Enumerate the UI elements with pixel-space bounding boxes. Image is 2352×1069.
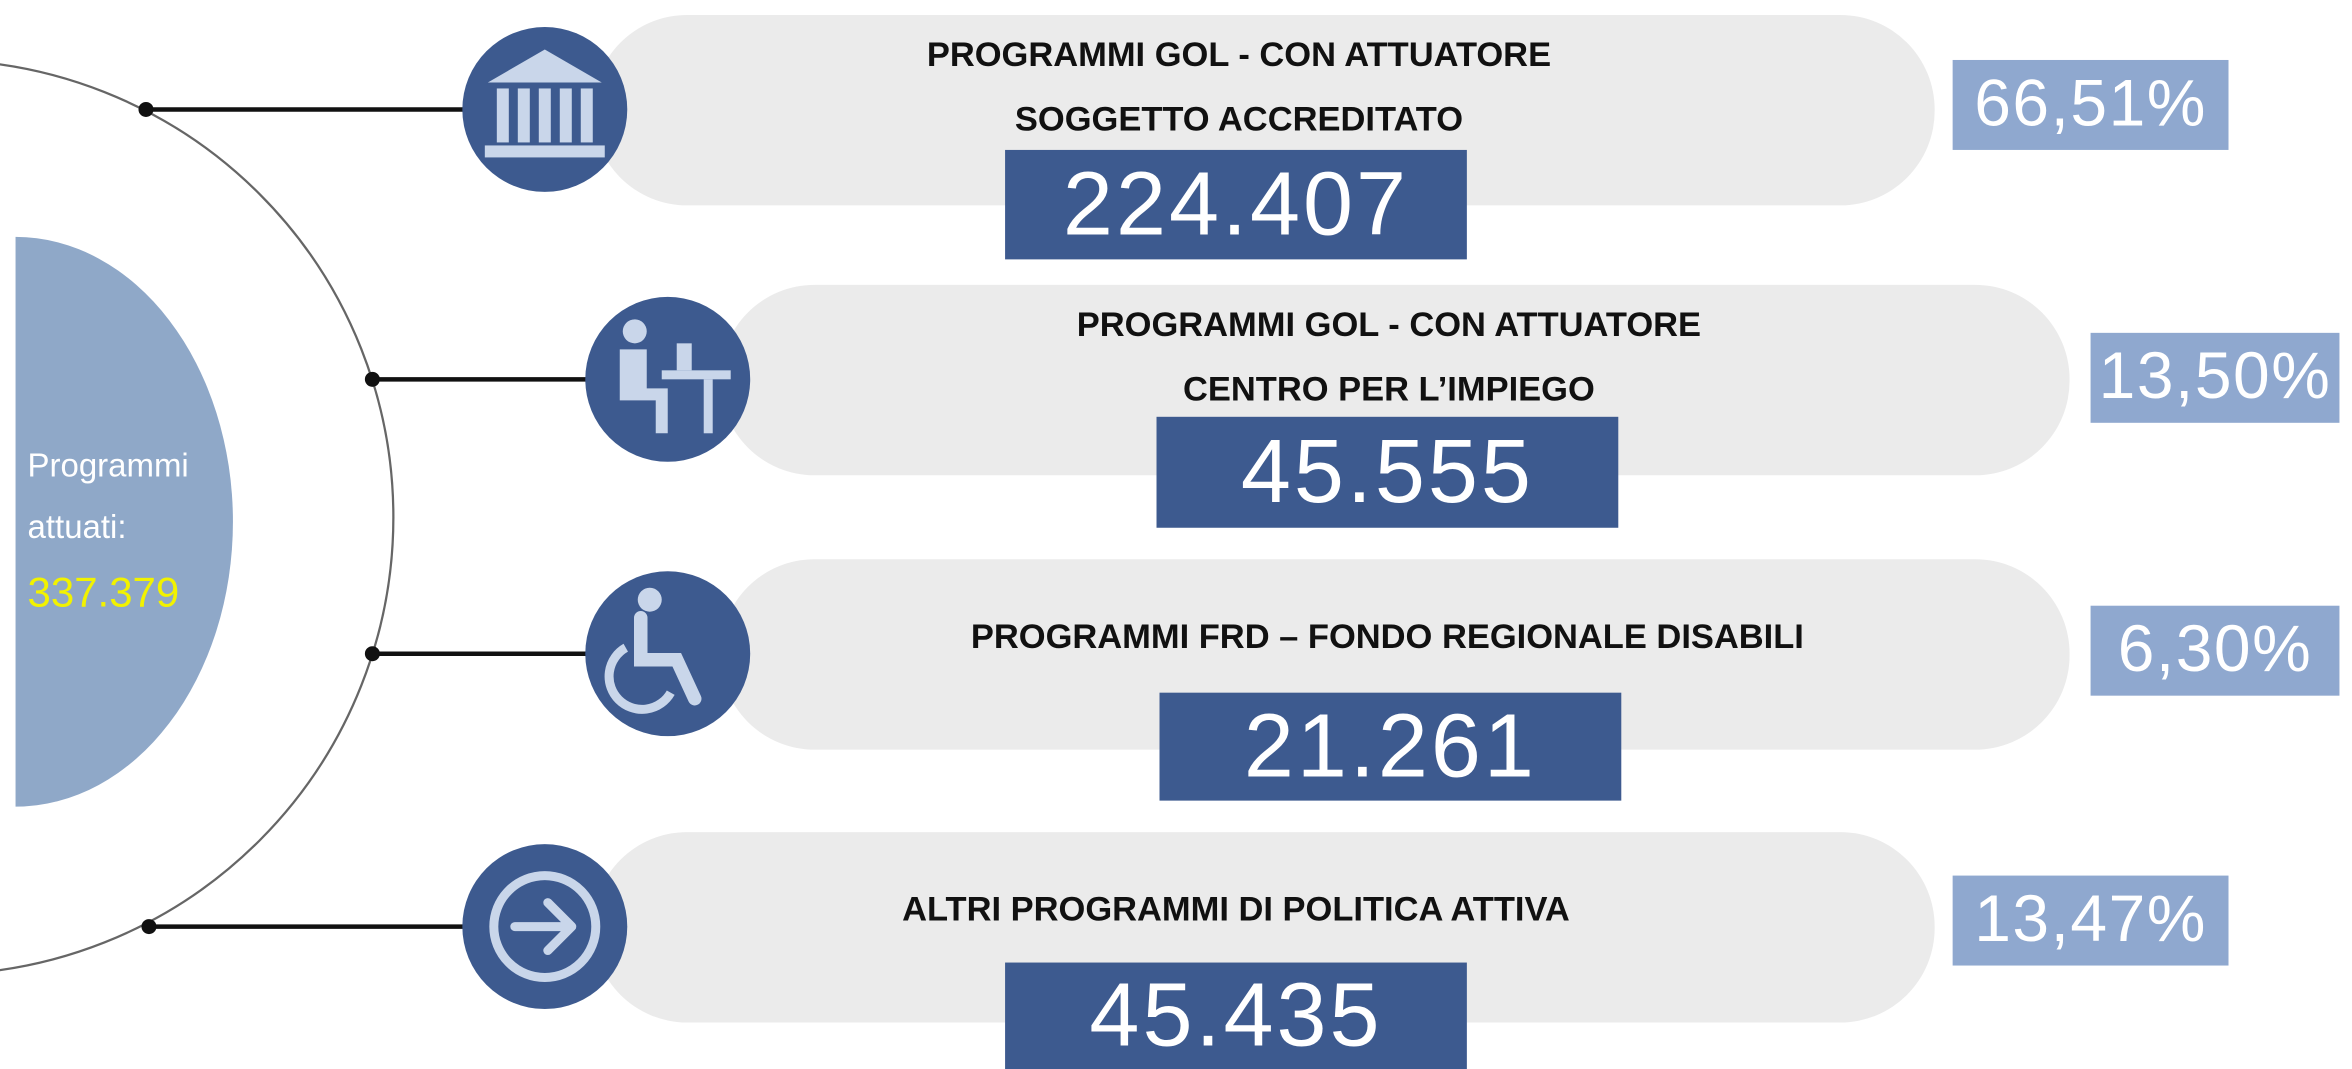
value-box [1005, 962, 1467, 1069]
icon-head [637, 587, 662, 612]
icon-base [484, 145, 605, 158]
item-percent: 6,30% [2118, 611, 2313, 685]
item-value: 224.407 [1063, 154, 1409, 254]
item-title: ALTRI PROGRAMMI DI POLITICA ATTIVA [902, 891, 1570, 929]
item-value: 45.435 [1089, 966, 1382, 1066]
icon-pc [676, 343, 692, 371]
pill [720, 284, 2070, 476]
percent-box [1952, 59, 2229, 150]
pill [720, 559, 2070, 750]
center-label: Programmi [28, 446, 189, 483]
center-shape [15, 236, 233, 807]
icon-ring [489, 871, 601, 983]
icon-body [619, 349, 668, 434]
item-title: PROGRAMMI GOL - CON ATTUATORE [927, 36, 1551, 74]
icon-desk [661, 370, 731, 380]
icon [604, 587, 702, 714]
percent-box [1952, 875, 2229, 966]
item-title: CENTRO PER L’IMPIEGO [1183, 370, 1595, 408]
item-value: 45.555 [1241, 422, 1534, 522]
icon-head [622, 319, 647, 344]
item-title: PROGRAMMI GOL - CON ATTUATORE [1077, 306, 1701, 344]
value-box [1156, 416, 1619, 528]
center-total: 337.379 [28, 568, 180, 615]
item-percent: 13,50% [2099, 338, 2332, 412]
icon-body [634, 610, 702, 706]
connector-dot [141, 919, 157, 935]
icon-leg [703, 379, 713, 434]
connector-dot [364, 371, 380, 387]
icon-column [517, 88, 530, 143]
icon-column [538, 88, 551, 143]
item-percent: 13,47% [1974, 881, 2207, 955]
icon-column [580, 88, 593, 143]
item-percent: 66,51% [1974, 65, 2207, 139]
value-box [1159, 692, 1622, 801]
value-box [1005, 149, 1467, 260]
icon [619, 319, 731, 434]
connector-dot [138, 101, 154, 117]
item-title: PROGRAMMI FRD – FONDO REGIONALE DISABILI [971, 618, 1804, 656]
pill [592, 14, 1935, 206]
item-title: SOGGETTO ACCREDITATO [1015, 101, 1463, 139]
icon [484, 49, 605, 158]
icon-arrow [510, 898, 577, 956]
center-label: attuati: [28, 508, 127, 545]
arc [0, 63, 395, 972]
connector-dot [364, 646, 380, 662]
pill [592, 832, 1935, 1023]
icon-wheel [604, 643, 675, 714]
icon-column [559, 88, 572, 143]
icon-column [496, 88, 509, 143]
icon-roof [487, 49, 602, 83]
percent-box [2090, 332, 2340, 423]
icon [489, 871, 601, 983]
percent-box [2090, 605, 2340, 696]
item-value: 21.261 [1244, 696, 1537, 796]
